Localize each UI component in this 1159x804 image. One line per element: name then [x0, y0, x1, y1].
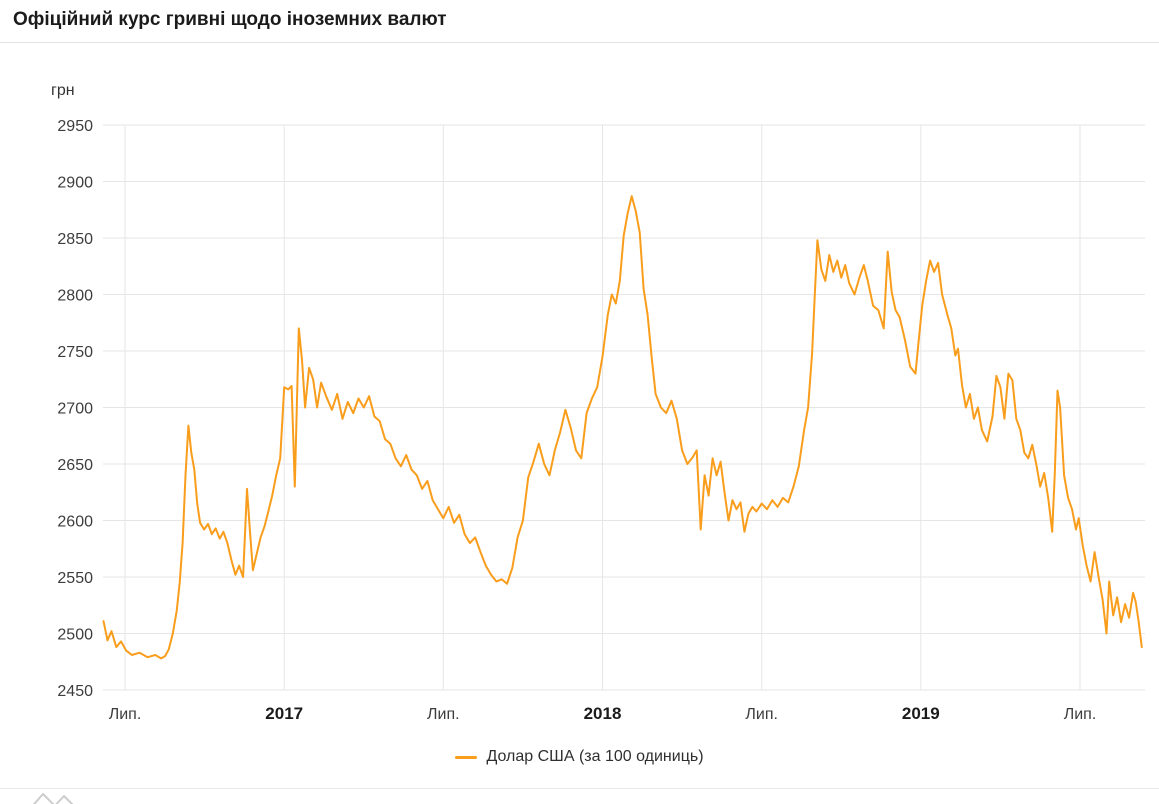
svg-text:Лип.: Лип.	[745, 706, 778, 723]
y-axis-labels: 2450 2500 2550 2600 2650 2700 2750 2800 2850 2900…	[57, 118, 93, 700]
svg-text:2018: 2018	[584, 704, 622, 723]
svg-text:2650: 2650	[57, 457, 93, 474]
page-title: Офіційний курс гривні щодо іноземних вал…	[13, 9, 447, 30]
chart-legend: Долар США (за 100 одиниць)	[0, 748, 1159, 766]
watermark-logo-icon	[32, 793, 74, 804]
svg-text:Лип.: Лип.	[427, 706, 460, 723]
legend-item-usd[interactable]: Долар США (за 100 одиниць)	[455, 748, 704, 766]
page-header: Офіційний курс гривні щодо іноземних вал…	[0, 0, 1159, 43]
svg-text:Лип.: Лип.	[109, 706, 142, 723]
svg-text:2850: 2850	[57, 231, 93, 248]
usd-series-line[interactable]	[102, 195, 1143, 660]
svg-text:2550: 2550	[57, 570, 93, 587]
svg-text:Лип.: Лип.	[1064, 706, 1097, 723]
y-axis-unit-label: грн	[51, 82, 75, 99]
svg-text:2600: 2600	[57, 514, 93, 531]
svg-text:2900: 2900	[57, 175, 93, 192]
legend-label: Долар США (за 100 одиниць)	[486, 748, 704, 765]
svg-text:2950: 2950	[57, 118, 93, 135]
exchange-rate-line-chart[interactable]: 2450 2500 2550 2600 2650 2700 2750 2800 2850 2900…	[0, 44, 1159, 734]
gridlines	[103, 124, 1145, 691]
page-footer	[0, 788, 1159, 804]
x-axis-labels: Лип. 2017 Лип. 2018 Лип. 2019 Лип.	[109, 704, 1097, 723]
svg-text:2750: 2750	[57, 344, 93, 361]
svg-text:2450: 2450	[57, 683, 93, 700]
chart-container: грн 2450 2500 2550 2600 2650 2700 2750 2800 2850…	[0, 44, 1159, 765]
svg-text:2800: 2800	[57, 288, 93, 305]
svg-text:2500: 2500	[57, 627, 93, 644]
legend-line-marker-icon	[455, 755, 478, 759]
svg-text:2019: 2019	[902, 704, 940, 723]
svg-text:2017: 2017	[265, 704, 303, 723]
svg-text:2700: 2700	[57, 401, 93, 418]
